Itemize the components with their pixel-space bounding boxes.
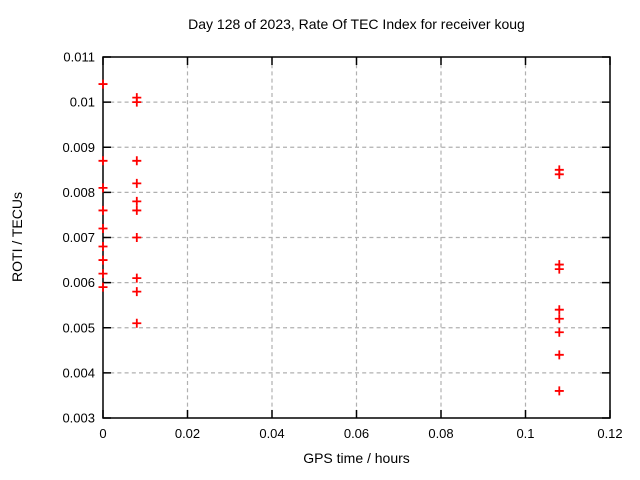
y-tick-label: 0.003 [62,411,95,426]
data-point-marker [98,282,108,292]
data-point-marker [132,273,142,283]
data-point-marker [554,169,564,179]
x-tick-label: 0.08 [428,426,453,441]
x-axis-label: GPS time / hours [303,450,410,466]
y-tick-label: 0.011 [63,50,95,65]
data-point-marker [132,196,142,206]
data-point-marker [554,264,564,274]
data-point-marker [554,305,564,315]
data-point-marker [98,223,108,233]
data-point-marker [98,205,108,215]
y-tick-label: 0.007 [62,230,95,245]
data-point-marker [98,255,108,265]
y-axis-label: ROTI / TECUs [9,192,25,282]
chart-title: Day 128 of 2023, Rate Of TEC Index for r… [188,16,525,32]
data-point-marker [132,97,142,107]
data-point-marker [98,156,108,166]
data-point-marker [98,269,108,279]
data-point-marker [98,183,108,193]
data-point-marker [554,386,564,396]
x-tick-label: 0.02 [175,426,200,441]
y-tick-label: 0.008 [62,185,95,200]
plot-border [102,56,611,419]
y-tick-label: 0.005 [62,320,95,335]
y-tick-label: 0.004 [62,365,95,380]
x-tick-label: 0.12 [597,426,622,441]
x-tick-label: 0.06 [344,426,369,441]
y-tick-label: 0.01 [70,95,95,110]
data-point-marker [554,327,564,337]
data-point-marker [132,178,142,188]
x-tick-label: 0.1 [516,426,534,441]
x-tick-label: 0.04 [259,426,284,441]
data-point-marker [132,287,142,297]
data-point-marker [132,318,142,328]
x-tick-label: 0 [99,426,106,441]
y-tick-label: 0.009 [62,140,95,155]
data-point-marker [98,79,108,89]
data-point-marker [132,233,142,242]
data-point-marker [132,205,142,215]
data-point-marker [554,314,564,324]
y-tick-label: 0.006 [62,275,95,290]
data-point-marker [554,350,564,360]
data-point-marker [132,156,142,166]
data-point-marker [98,242,108,252]
